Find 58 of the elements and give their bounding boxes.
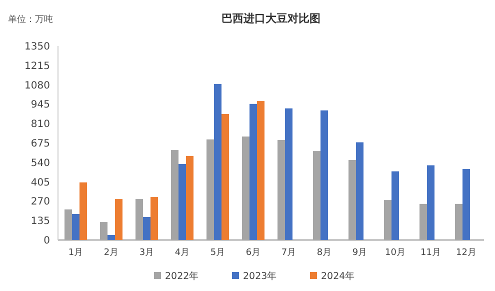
bar — [186, 156, 194, 240]
y-tick-label: 1215 — [24, 60, 50, 72]
bar — [64, 209, 72, 240]
x-tick-label: 6月 — [246, 248, 261, 258]
bar — [250, 104, 257, 240]
x-tick-label: 11月 — [420, 248, 441, 258]
y-tick-label: 1080 — [24, 80, 50, 92]
y-tick-label: 270 — [30, 196, 50, 208]
text: 单位：万吨 — [8, 14, 53, 25]
y-tick-label: 1350 — [24, 42, 50, 52]
bar — [348, 160, 356, 240]
bar — [214, 84, 222, 240]
x-tick-label: 1月 — [68, 248, 84, 258]
x-tick-label: 4月 — [174, 248, 190, 258]
bar — [108, 234, 115, 240]
y-tick-label: 135 — [30, 216, 50, 228]
bar — [100, 222, 108, 240]
legend-label: 2022年 — [165, 270, 200, 282]
bar — [136, 199, 143, 240]
bar — [285, 108, 292, 240]
bar — [171, 150, 178, 240]
y-tick-label: 810 — [30, 119, 50, 130]
legend-label: 2024年 — [321, 270, 356, 282]
y-tick-label: 540 — [30, 158, 50, 169]
bar — [143, 217, 150, 240]
bar — [420, 204, 427, 240]
bar — [427, 165, 434, 240]
legend-label: 2023年 — [243, 270, 278, 282]
bar — [222, 114, 229, 240]
bar — [150, 197, 158, 240]
bar — [278, 140, 285, 240]
bar — [115, 199, 122, 240]
x-tick-label: 3月 — [139, 248, 154, 258]
bar — [206, 139, 214, 240]
bar — [257, 101, 264, 240]
x-tick-label: 10月 — [385, 248, 406, 258]
y-tick-label: 945 — [30, 100, 50, 111]
bar — [455, 204, 462, 240]
bar — [392, 171, 399, 240]
bar — [178, 164, 186, 240]
bar — [320, 110, 328, 240]
y-tick-label: 675 — [30, 138, 50, 150]
bar — [462, 169, 470, 240]
bar — [72, 214, 80, 240]
bar — [384, 200, 392, 240]
chart-title: 巴西进口大豆对比图 — [222, 12, 320, 25]
x-tick-label: 9月 — [352, 248, 368, 258]
x-tick-label: 7月 — [281, 248, 296, 258]
x-tick-label: 2月 — [104, 248, 119, 258]
bar — [313, 151, 320, 240]
bar — [356, 142, 364, 240]
bar — [80, 182, 87, 240]
bar — [242, 136, 250, 240]
y-tick-label: 405 — [30, 177, 50, 188]
y-tick-label: 0 — [44, 236, 50, 246]
x-tick-label: 12月 — [456, 248, 476, 258]
x-tick-label: 5月 — [210, 248, 226, 258]
x-tick-label: 8月 — [316, 248, 332, 258]
